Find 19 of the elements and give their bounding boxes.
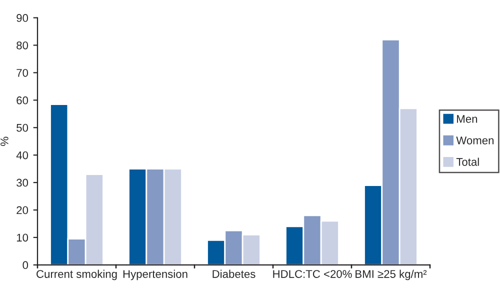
y-tick-label: 0 bbox=[22, 261, 28, 270]
x-tick-label: Hypertension bbox=[123, 270, 188, 280]
x-tick-label: HDLC:TC <20% bbox=[273, 270, 352, 278]
y-tick-label: 50 bbox=[16, 124, 28, 132]
y-tick-label: 30 bbox=[16, 178, 28, 187]
x-tick-label: Current smoking bbox=[36, 270, 117, 280]
y-axis-title: % bbox=[0, 136, 8, 146]
y-tick-label: 40 bbox=[16, 151, 28, 160]
y-tick-label: 80 bbox=[16, 41, 28, 50]
x-tick-label: BMI ≥25 kg/m² bbox=[356, 270, 427, 280]
y-tick-label: 90 bbox=[16, 14, 28, 22]
legend-label: Total bbox=[456, 158, 479, 166]
y-tick-label: 10 bbox=[16, 234, 28, 242]
y-tick-label: 20 bbox=[16, 206, 28, 214]
legend-label: Men bbox=[457, 115, 478, 123]
x-tick-label: Diabetes bbox=[212, 270, 256, 278]
legend-label: Women bbox=[456, 136, 494, 144]
y-tick-label: 60 bbox=[16, 96, 28, 104]
y-tick-label: 70 bbox=[16, 68, 28, 77]
